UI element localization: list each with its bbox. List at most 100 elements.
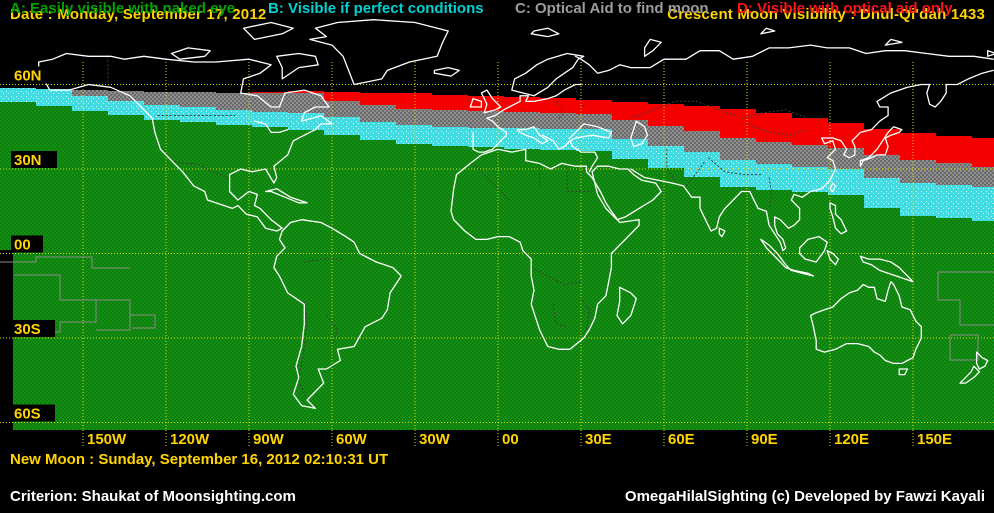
zone-a-segment — [936, 218, 972, 430]
legend-item-D: D: Visible with optical aid only — [737, 0, 953, 17]
world-visibility-map: 60N 30N 00 30S 60S 150W 120W 90W 60W 30W 00 30E 60E 9… — [0, 19, 994, 447]
coastline — [987, 50, 994, 57]
coastline — [630, 120, 649, 148]
zone-d-segment — [936, 136, 972, 163]
lat-label: 30N — [14, 152, 42, 169]
zone-a-segment — [72, 111, 108, 430]
zone-a-segment — [540, 150, 576, 430]
coastline — [643, 38, 662, 57]
zone-d-segment — [360, 93, 396, 105]
zone-b-segment — [180, 107, 216, 122]
maritime-line — [130, 314, 156, 329]
lon-label: 60W — [336, 431, 368, 447]
coastline — [276, 52, 319, 80]
maritime-lines — [0, 256, 994, 361]
credit-label: OmegaHilalSighting (c) Developed by Fawz… — [624, 488, 985, 505]
zone-c-segment — [684, 131, 720, 152]
coastline — [309, 19, 449, 86]
zone-c-segment — [504, 112, 540, 128]
coastlines — [38, 19, 994, 410]
zone-d-segment — [576, 100, 612, 114]
coastline — [718, 227, 726, 238]
zone-a-segment — [252, 127, 288, 430]
border-line — [746, 123, 806, 136]
zone-b-segment — [432, 127, 468, 146]
coastline — [450, 148, 640, 350]
zone-b-segment — [144, 105, 180, 120]
zone-e-west-strip — [0, 250, 13, 430]
latitude-labels: 60N 30N 00 30S 60S — [11, 66, 57, 423]
zone-a-segment — [684, 177, 720, 430]
lon-label: 30E — [585, 431, 612, 447]
zone-c-segment — [144, 92, 180, 105]
coastline — [569, 140, 599, 173]
zone-c-segment — [72, 90, 108, 96]
zone-c-segment — [540, 113, 576, 129]
zone-a-segment — [288, 130, 324, 430]
lat-label-chip — [11, 320, 55, 337]
zone-a-segment — [648, 168, 684, 430]
longitude-labels: 150W 120W 90W 60W 30W 00 30E 60E 90E 120E 150E — [87, 431, 952, 447]
zone-b-segment — [540, 129, 576, 150]
zone-b-segment — [648, 146, 684, 168]
zone-b-segment — [0, 88, 36, 102]
coastline — [511, 52, 585, 97]
zone-a-segment — [432, 146, 468, 430]
zone-d-segment — [288, 91, 324, 93]
lat-label-chip — [11, 235, 43, 253]
lat-label: 00 — [14, 237, 31, 254]
zone-c-segment — [756, 142, 792, 164]
zone-b-segment — [720, 160, 756, 187]
lat-label: 60S — [14, 406, 41, 423]
coastline — [469, 97, 483, 108]
border-line — [707, 157, 761, 176]
coastline — [829, 182, 837, 193]
coastline — [591, 165, 662, 221]
zone-a-segment — [828, 195, 864, 430]
zone-d-segment — [324, 92, 360, 101]
border-line — [768, 177, 773, 209]
zone-b-segment — [360, 122, 396, 140]
maritime-line — [949, 334, 979, 361]
report-title: Crescent Moon Visibility : Dhul-Qi'dah 1… — [667, 6, 985, 23]
coastline — [859, 126, 903, 167]
zone-d-segment — [540, 98, 576, 113]
lat-label-chip — [11, 151, 57, 168]
zone-c-segment — [792, 145, 828, 167]
coastline — [616, 286, 637, 325]
coastline — [516, 126, 549, 145]
lat-label: 30S — [14, 321, 41, 338]
zone-d-segment — [756, 113, 792, 142]
zone-b-segment — [900, 183, 936, 216]
border-line — [630, 100, 737, 119]
zone-b-segment — [216, 110, 252, 125]
zone-d-segment — [792, 118, 828, 145]
border-line — [685, 160, 706, 187]
coastline — [264, 188, 308, 204]
zone-d-segment — [648, 104, 684, 126]
maritime-line — [14, 274, 97, 333]
zone-b-segment — [468, 128, 504, 147]
zone-d-segment — [972, 138, 994, 167]
coastline — [798, 235, 828, 263]
coastline — [760, 238, 815, 277]
zone-c-segment — [324, 101, 360, 117]
coastline — [273, 219, 402, 410]
coastline — [242, 21, 294, 41]
coastline — [630, 69, 994, 252]
coastline — [884, 38, 903, 46]
zone-b-segment — [108, 101, 144, 115]
border-line — [298, 301, 308, 401]
coastline — [170, 47, 211, 60]
zone-a-segment — [180, 122, 216, 430]
coastline — [760, 27, 776, 35]
zone-d-segment — [432, 95, 468, 110]
lat-label: 60N — [14, 68, 42, 85]
border-line — [741, 109, 825, 119]
zone-a-segment — [108, 115, 144, 430]
coastline — [959, 365, 981, 384]
zone-a-segment — [216, 125, 252, 430]
zone-a-segment — [144, 120, 180, 430]
legend-item-A: A: Easily visible with naked eye — [10, 0, 236, 17]
